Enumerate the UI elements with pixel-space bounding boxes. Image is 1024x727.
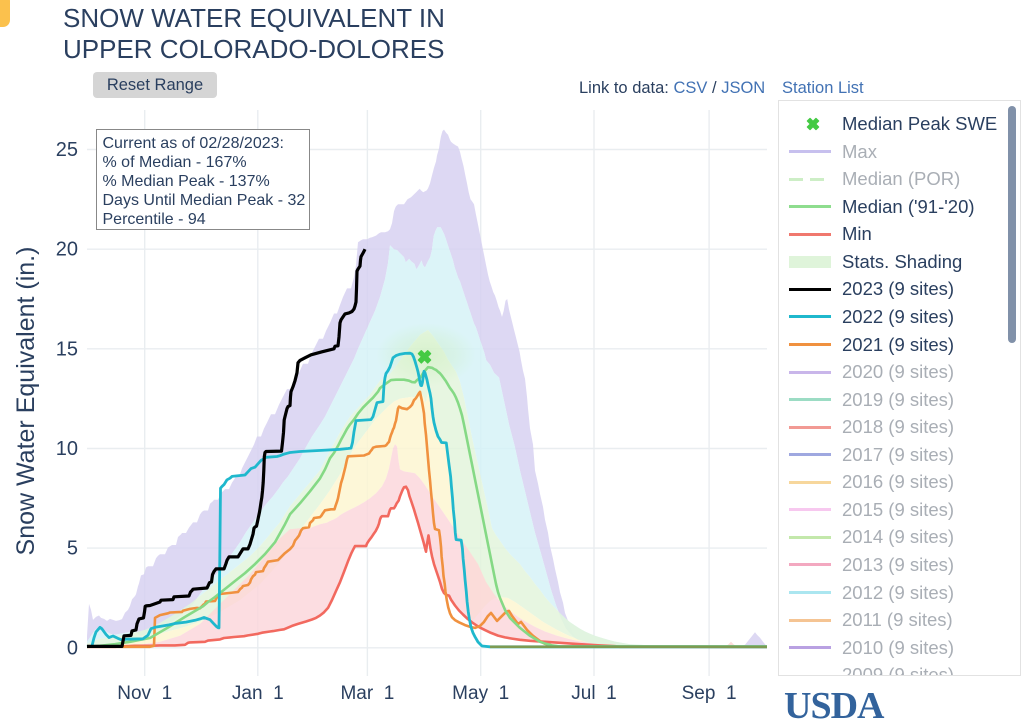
svg-text:15: 15 bbox=[56, 338, 78, 360]
svg-text:10: 10 bbox=[56, 438, 78, 460]
svg-text:25: 25 bbox=[56, 139, 78, 161]
svg-text:Mar 1: Mar 1 bbox=[340, 683, 394, 704]
svg-text:Nov 1: Nov 1 bbox=[117, 683, 172, 704]
svg-text:Jul 1: Jul 1 bbox=[571, 683, 616, 704]
svg-text:0: 0 bbox=[67, 637, 78, 659]
svg-text:Jan 1: Jan 1 bbox=[232, 683, 284, 704]
svg-text:Snow Water Equivalent (in.): Snow Water Equivalent (in.) bbox=[12, 247, 40, 556]
svg-text:Sep 1: Sep 1 bbox=[682, 683, 737, 704]
svg-text:20: 20 bbox=[56, 239, 78, 261]
svg-text:May 1: May 1 bbox=[452, 683, 509, 704]
svg-text:5: 5 bbox=[67, 538, 78, 560]
